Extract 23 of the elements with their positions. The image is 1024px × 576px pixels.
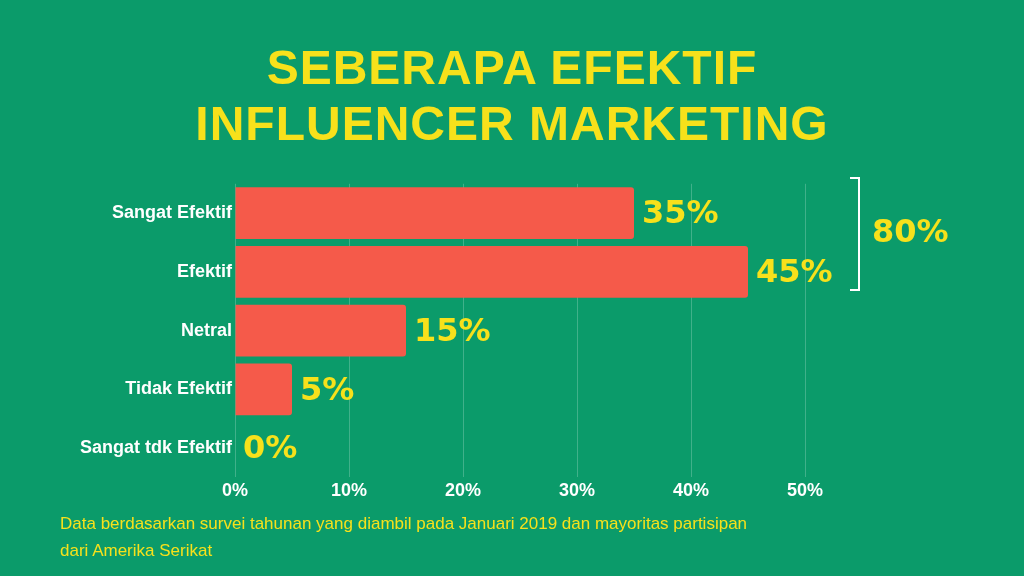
x-tick-label: 30% — [558, 480, 596, 501]
x-tick-label: 20% — [444, 480, 482, 501]
bar — [235, 304, 406, 357]
y-tick-label: Netral — [180, 319, 232, 340]
y-tick-label: Sangat tdk Efektif — [79, 437, 233, 458]
chart-title: SEBERAPA EFEKTIF INFLUENCER MARKETING — [194, 40, 830, 152]
x-tick-label: 50% — [786, 480, 824, 501]
data-label: 45% — [756, 252, 833, 291]
data-label: 0% — [243, 428, 298, 467]
data-label: 15% — [414, 310, 491, 349]
x-tick-label: 10% — [330, 480, 368, 501]
data-label: 35% — [642, 193, 719, 232]
y-tick-label: Tidak Efektif — [125, 378, 233, 399]
bar — [235, 246, 748, 298]
text: 80% — [872, 212, 949, 250]
bar — [235, 187, 634, 239]
data-label: 5% — [300, 369, 355, 408]
y-tick-label: Efektif — [176, 260, 233, 281]
x-tick-label: 0% — [221, 480, 249, 501]
text: Data berdasarkan survei tahunan yang diambil pada Januari 2019 dan mayoritas partisipan dari Amerika Serikat — [60, 513, 749, 562]
bar — [235, 363, 292, 416]
y-tick-label: Sangat Efektif — [111, 202, 233, 223]
x-tick-label: 40% — [672, 480, 710, 501]
